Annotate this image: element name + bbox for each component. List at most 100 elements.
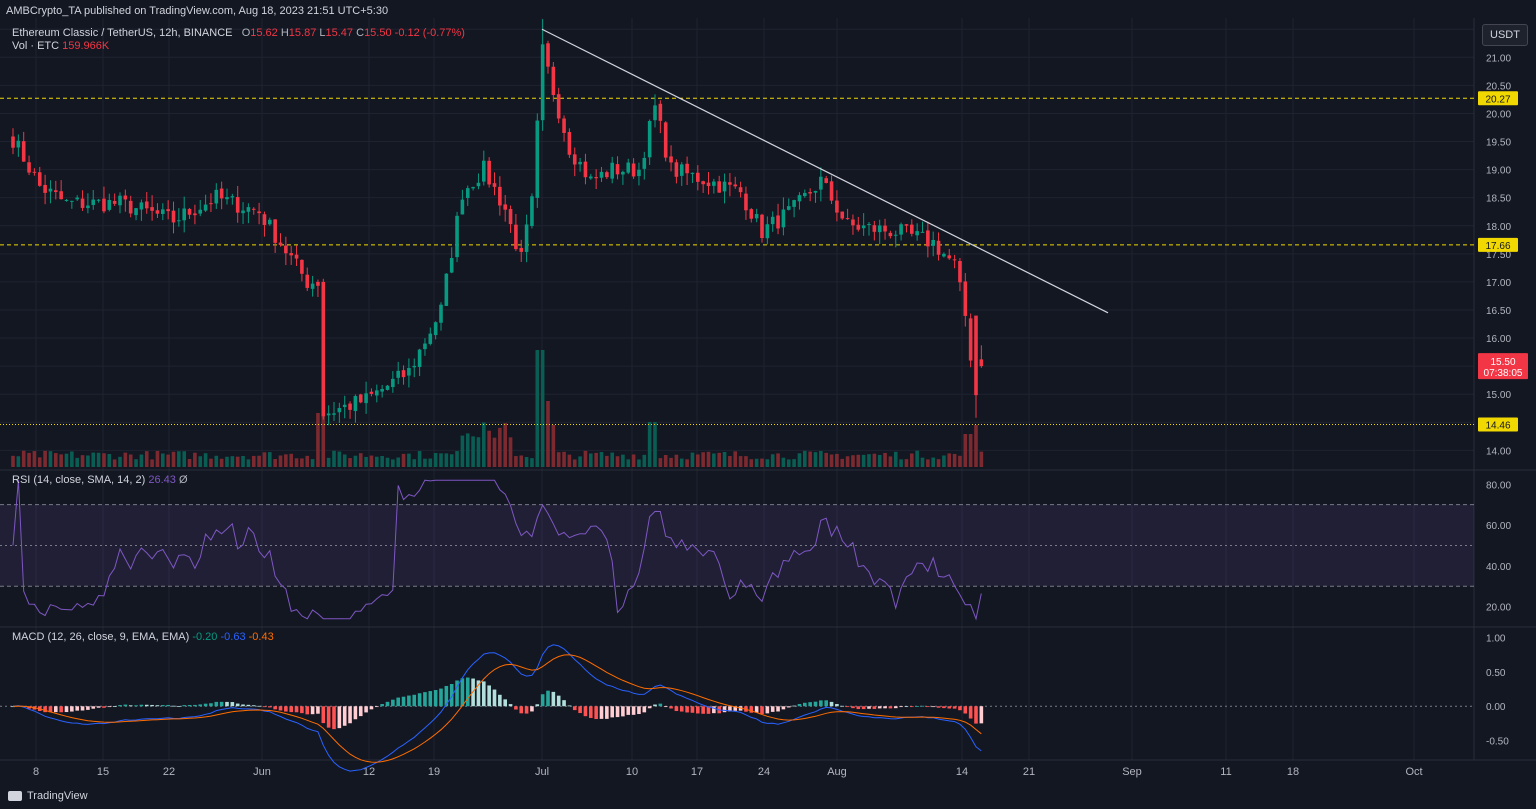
- macd-histogram-bar: [872, 706, 877, 709]
- volume-bar: [974, 425, 978, 467]
- volume-bar: [465, 433, 470, 467]
- macd-histogram-bar: [187, 705, 192, 707]
- macd-histogram-bar: [112, 706, 117, 707]
- volume-bar: [396, 457, 400, 467]
- volume-bar: [904, 459, 909, 467]
- macd-histogram-bar: [679, 706, 684, 712]
- volume-bar: [893, 451, 898, 467]
- volume-bar: [674, 454, 679, 467]
- macd-histogram-bar: [465, 677, 470, 707]
- macd-histogram-bar: [530, 706, 534, 712]
- macd-histogram-bar: [316, 706, 320, 714]
- macd-histogram-bar: [353, 706, 358, 720]
- volume-legend[interactable]: Vol · ETC 159.966K: [12, 40, 109, 52]
- candle-body: [958, 261, 962, 283]
- candle-body: [781, 209, 786, 228]
- macd-signal-value: -0.43: [248, 631, 274, 643]
- rsi-tick-label: 20.00: [1486, 603, 1511, 614]
- macd-histogram-bar: [310, 706, 315, 715]
- candle-body: [310, 283, 315, 289]
- volume-bar: [786, 459, 791, 467]
- level-price-tag: [1478, 237, 1518, 252]
- volume-bar: [27, 452, 31, 467]
- candle-body: [503, 204, 507, 210]
- volume-bar: [733, 451, 738, 467]
- rsi-pane: 20.00 40.00 60.00 80.00: [0, 479, 1511, 621]
- candle-body: [696, 172, 700, 182]
- macd-histogram-bar: [733, 706, 738, 711]
- volume-bar: [439, 453, 443, 467]
- volume-bar: [198, 456, 203, 467]
- volume-bar: [219, 458, 224, 467]
- candle-body: [326, 413, 331, 416]
- macd-legend[interactable]: MACD (12, 26, close, 9, EMA, EMA) -0.20 …: [12, 631, 274, 643]
- candle-body: [653, 105, 657, 121]
- macd-histogram-bar: [257, 705, 261, 707]
- candle-body: [59, 191, 63, 200]
- volume-bar: [835, 453, 839, 467]
- time-tick-label: Jul: [535, 766, 549, 778]
- candle-body: [401, 370, 406, 378]
- candle-body: [936, 240, 941, 255]
- volume-bar: [476, 437, 481, 467]
- candle-body: [187, 208, 192, 215]
- candle-body: [610, 162, 614, 179]
- candle-body: [492, 183, 497, 187]
- open-label: O: [241, 27, 251, 39]
- volume-bar: [284, 454, 288, 467]
- candle-body: [674, 162, 679, 177]
- macd-histogram-bar: [460, 678, 465, 707]
- macd-histogram-bar: [155, 705, 160, 707]
- macd-histogram-bar: [139, 704, 144, 707]
- candle-body: [808, 192, 812, 194]
- candle-body: [663, 122, 668, 158]
- candle-body: [251, 208, 256, 210]
- currency-label: USDT: [1490, 29, 1520, 41]
- symbol-legend[interactable]: Ethereum Classic / TetherUS, 12h, BINANC…: [12, 27, 465, 39]
- level-price-label: 14.46: [1485, 421, 1510, 432]
- candle-body: [96, 199, 101, 201]
- macd-histogram-bar: [856, 706, 861, 710]
- countdown-label: 07:38:05: [1484, 368, 1523, 379]
- rsi-tick-label: 60.00: [1486, 521, 1511, 532]
- time-tick-label: 18: [1287, 766, 1299, 778]
- candle-body: [803, 192, 807, 197]
- candle-body: [358, 394, 363, 403]
- macd-histogram-bar: [482, 681, 486, 707]
- candle-body: [749, 209, 754, 219]
- candle-series: [11, 19, 984, 426]
- price-tick-label: 21.00: [1486, 53, 1511, 64]
- macd-histogram-bar: [375, 706, 379, 708]
- volume-bar: [562, 451, 566, 467]
- volume-bar: [59, 454, 63, 467]
- macd-histogram-bar: [508, 704, 513, 707]
- volume-bar: [150, 459, 154, 467]
- macd-histogram-bar: [417, 693, 422, 707]
- macd-histogram-bar: [96, 706, 101, 708]
- candle-body: [797, 195, 802, 202]
- volume-bar: [899, 459, 903, 467]
- change-value: -0.12 (-0.77%): [394, 27, 465, 39]
- currency-selector[interactable]: USDT: [1482, 24, 1528, 46]
- rsi-legend[interactable]: RSI (14, close, SMA, 14, 2) 26.43 Ø: [12, 474, 188, 486]
- volume-bar: [770, 454, 775, 467]
- volume-bar: [364, 456, 368, 467]
- macd-histogram-bar: [59, 706, 63, 713]
- time-tick-label: Sep: [1122, 766, 1142, 778]
- candle-body: [706, 182, 711, 187]
- volume-bar: [235, 456, 240, 467]
- volume-bar: [482, 422, 486, 467]
- volume-bar: [920, 457, 925, 467]
- macd-histogram-bar: [171, 705, 176, 707]
- volume-bar: [931, 457, 935, 467]
- macd-histogram-bar: [423, 692, 427, 707]
- volume-bar: [209, 458, 213, 467]
- macd-histogram-bar: [396, 697, 400, 707]
- macd-histogram-bar: [193, 704, 197, 707]
- volume-bar: [658, 458, 663, 467]
- macd-histogram-bar: [348, 706, 352, 724]
- candle-body: [123, 195, 128, 200]
- price-tick-label: 17.50: [1486, 250, 1511, 261]
